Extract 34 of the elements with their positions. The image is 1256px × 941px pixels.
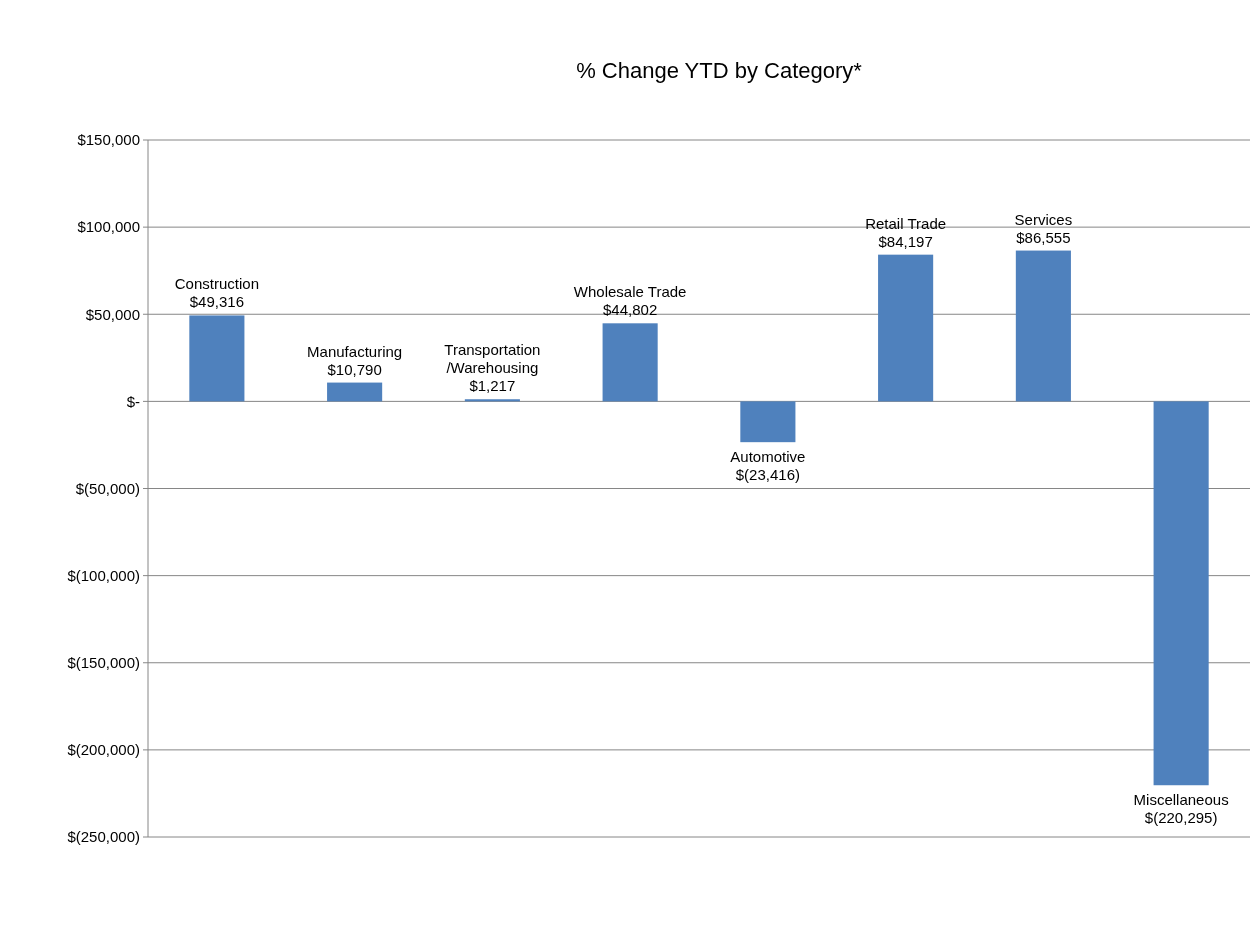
y-tick-label: $(250,000) [67,828,140,846]
data-label: $10,790 [327,360,382,378]
bar [602,323,658,402]
data-label: $1,217 [469,377,516,395]
bar [1153,401,1209,786]
bar [189,315,245,402]
data-label: $(23,416) [735,466,800,484]
y-tick-label: $150,000 [77,131,140,149]
x-tick-label: Services [1014,210,1073,228]
bar [878,254,934,402]
x-tick-label: Miscellaneous [1133,791,1229,809]
y-tick-label: $- [126,392,140,410]
x-tick-label: Transportation /Warehousing [444,341,541,377]
y-tick-label: $100,000 [77,218,140,236]
bar [740,401,796,443]
bar [1015,250,1071,402]
y-tick-label: $(150,000) [67,654,140,671]
y-tick-label: $50,000 [85,305,140,323]
x-tick-label: Manufacturing [307,342,403,360]
x-tick-label: Wholesale Trade [573,283,687,301]
y-tick-label: $(50,000) [75,479,140,497]
data-label: $86,555 [1016,228,1071,246]
data-label: $49,316 [189,293,244,311]
x-tick-label: Automotive [730,448,806,466]
data-label: $84,197 [878,232,933,250]
bar [464,399,520,402]
data-label: $44,802 [603,301,658,319]
x-tick-label: Retail Trade [865,214,947,232]
chart-title: % Change YTD by Category* [576,58,863,83]
data-label: $(220,295) [1144,809,1218,827]
bar [327,382,383,402]
y-tick-label: $(100,000) [67,566,140,584]
x-tick-label: Construction [174,275,259,293]
y-tick-label: $(200,000) [67,741,140,759]
